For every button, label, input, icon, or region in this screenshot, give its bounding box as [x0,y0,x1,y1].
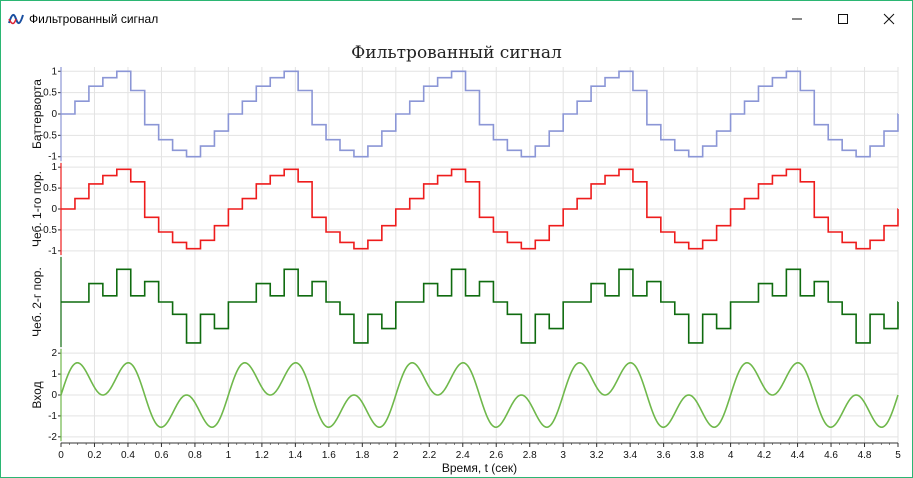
x-tick-label: 0.8 [188,450,202,461]
x-tick-label: 2.4 [456,450,470,461]
close-button[interactable] [866,1,912,37]
y-tick-label: 2 [51,348,57,359]
x-tick-label: 4.8 [858,450,872,461]
y-axis-label: Чеб. 1-го пор. [30,171,44,247]
y-tick-label: -1 [48,152,57,163]
x-tick-label: 2.6 [489,450,503,461]
x-tick-label: 1.4 [288,450,302,461]
x-tick-label: 4.6 [824,450,838,461]
y-tick-label: 1 [51,369,57,380]
minimize-button[interactable] [774,1,820,37]
x-tick-label: 3.4 [623,450,637,461]
x-tick-label: 1.2 [255,450,269,461]
y-tick-label: -1 [48,246,57,257]
x-tick-label: 0 [58,450,64,461]
series-line-2 [61,268,899,344]
y-tick-label: -0.5 [40,130,58,141]
waveform-app-icon [8,13,24,25]
maximize-icon [838,14,848,24]
x-tick-label: 0.2 [88,450,102,461]
y-tick-label: 0 [51,109,57,120]
y-tick-label: -1 [48,411,57,422]
x-tick-label: 5 [895,450,901,461]
title-bar[interactable]: Фильтрованный сигнал [1,1,912,37]
minimize-icon [792,18,802,20]
y-tick-label: 0 [51,204,57,215]
maximize-button[interactable] [820,1,866,37]
y-tick-label: 1 [51,66,57,77]
series-line-1 [61,168,899,250]
y-tick-label: 1 [51,162,57,173]
x-tick-label: 1.8 [355,450,369,461]
x-tick-label: 4.4 [791,450,805,461]
x-tick-label: 3.8 [690,450,704,461]
series-line-3 [60,362,899,428]
x-tick-label: 1.6 [322,450,336,461]
x-tick-label: 2 [393,450,399,461]
series-line-0 [61,70,899,158]
close-icon [883,13,895,25]
x-tick-label: 3.6 [657,450,671,461]
y-tick-label: -0.5 [40,225,58,236]
y-tick-label: 0.5 [43,88,57,99]
x-tick-label: 4 [728,450,734,461]
x-tick-label: 3 [560,450,566,461]
x-tick-label: 1 [226,450,232,461]
y-axis-label: Вход [30,381,44,408]
x-tick-label: 3.2 [590,450,604,461]
x-tick-label: 2.2 [422,450,436,461]
y-tick-label: 0.5 [43,183,57,194]
y-axis-label: Баттерворта [30,79,44,149]
chart-title: Фильтрованный сигнал [351,43,562,63]
x-tick-label: 2.8 [523,450,537,461]
window-title: Фильтрованный сигнал [29,12,159,26]
y-tick-label: -2 [48,432,57,443]
y-tick-label: 0 [51,390,57,401]
x-tick-label: 0.6 [154,450,168,461]
x-tick-label: 4.2 [757,450,771,461]
y-axis-label: Чеб. 2-г пор. [30,267,44,337]
x-axis-label: Время, t (сек) [442,461,517,475]
x-tick-label: 0.4 [121,450,135,461]
